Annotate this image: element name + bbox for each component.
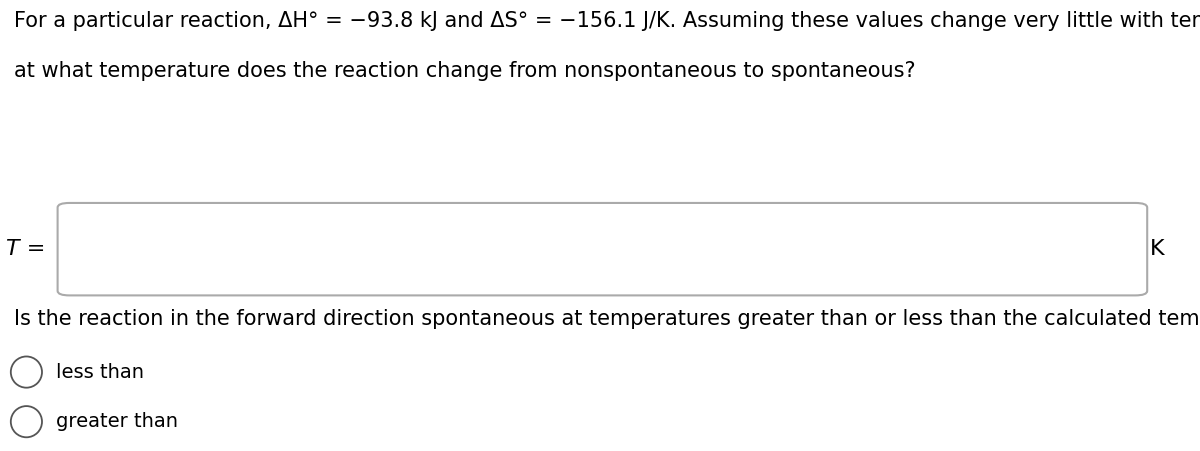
Text: at what temperature does the reaction change from nonspontaneous to spontaneous?: at what temperature does the reaction ch… [14, 61, 916, 81]
Text: K: K [1150, 239, 1164, 259]
Text: greater than: greater than [56, 412, 179, 431]
Text: less than: less than [56, 363, 144, 382]
Text: T =: T = [6, 239, 46, 259]
Text: For a particular reaction, ΔH° = −93.8 kJ and ΔS° = −156.1 J/K. Assuming these v: For a particular reaction, ΔH° = −93.8 k… [14, 11, 1200, 31]
FancyBboxPatch shape [58, 203, 1147, 295]
Text: Is the reaction in the forward direction spontaneous at temperatures greater tha: Is the reaction in the forward direction… [14, 309, 1200, 329]
